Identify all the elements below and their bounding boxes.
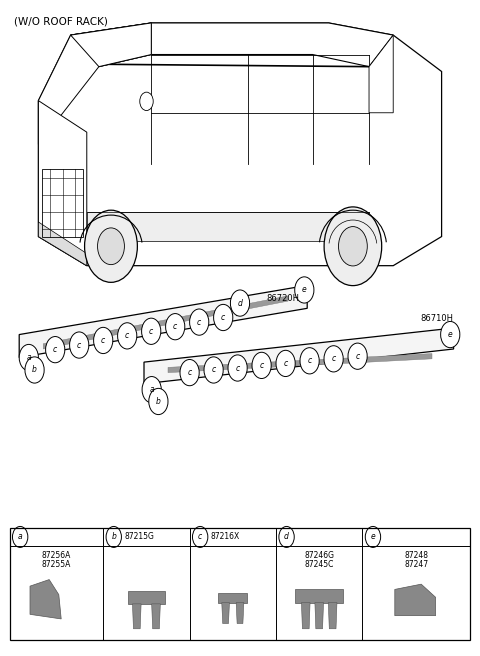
- Polygon shape: [168, 354, 432, 373]
- Polygon shape: [19, 285, 307, 358]
- Text: c: c: [125, 331, 129, 340]
- Circle shape: [190, 309, 209, 335]
- Text: (W/O ROOF RACK): (W/O ROOF RACK): [14, 16, 108, 26]
- Polygon shape: [87, 213, 369, 241]
- Text: c: c: [221, 313, 225, 322]
- Circle shape: [276, 350, 295, 377]
- Polygon shape: [236, 602, 244, 623]
- Circle shape: [324, 346, 343, 372]
- Polygon shape: [218, 593, 247, 602]
- Polygon shape: [328, 602, 337, 628]
- Circle shape: [149, 388, 168, 415]
- Text: 87255A: 87255A: [42, 560, 71, 569]
- Polygon shape: [295, 589, 343, 602]
- Circle shape: [180, 359, 199, 386]
- Circle shape: [70, 332, 89, 358]
- Circle shape: [365, 526, 381, 547]
- Polygon shape: [38, 222, 87, 266]
- Circle shape: [97, 228, 124, 264]
- Text: c: c: [197, 318, 201, 327]
- Circle shape: [279, 526, 294, 547]
- Circle shape: [230, 290, 250, 316]
- Text: c: c: [236, 363, 240, 373]
- Circle shape: [348, 343, 367, 369]
- Circle shape: [204, 357, 223, 383]
- Polygon shape: [315, 602, 324, 628]
- Text: 87248: 87248: [404, 551, 428, 560]
- Circle shape: [118, 323, 137, 349]
- Polygon shape: [71, 23, 393, 67]
- Text: 87245C: 87245C: [304, 560, 334, 569]
- Text: e: e: [448, 330, 453, 339]
- Text: 87216X: 87216X: [211, 533, 240, 541]
- Text: a: a: [18, 533, 23, 541]
- Circle shape: [106, 526, 121, 547]
- Circle shape: [228, 355, 247, 381]
- Circle shape: [324, 207, 382, 285]
- Text: c: c: [77, 340, 81, 350]
- Polygon shape: [144, 328, 454, 384]
- Text: d: d: [284, 533, 289, 541]
- Circle shape: [84, 210, 137, 282]
- Text: e: e: [302, 285, 307, 295]
- Text: a: a: [26, 353, 31, 362]
- Polygon shape: [43, 296, 288, 349]
- Circle shape: [295, 277, 314, 303]
- Text: c: c: [284, 359, 288, 368]
- Text: c: c: [260, 361, 264, 370]
- Circle shape: [12, 526, 28, 547]
- Circle shape: [338, 226, 367, 266]
- Polygon shape: [30, 580, 61, 619]
- Polygon shape: [369, 35, 393, 113]
- Circle shape: [19, 344, 38, 371]
- Circle shape: [166, 314, 185, 340]
- Text: 86710H: 86710H: [420, 314, 453, 323]
- Text: c: c: [356, 352, 360, 361]
- Polygon shape: [301, 602, 310, 628]
- Text: c: c: [53, 345, 57, 354]
- Polygon shape: [38, 23, 151, 144]
- Text: e: e: [371, 533, 375, 541]
- Text: c: c: [149, 327, 153, 336]
- Text: 87247: 87247: [404, 560, 429, 569]
- Text: a: a: [149, 385, 154, 394]
- Text: 86720H: 86720H: [266, 294, 300, 303]
- Polygon shape: [38, 23, 442, 266]
- Circle shape: [300, 348, 319, 374]
- Text: b: b: [156, 397, 161, 406]
- Circle shape: [214, 304, 233, 331]
- Circle shape: [142, 318, 161, 344]
- Circle shape: [94, 327, 113, 354]
- Circle shape: [46, 337, 65, 363]
- Text: 87256A: 87256A: [42, 551, 71, 560]
- Polygon shape: [132, 604, 141, 628]
- Polygon shape: [222, 602, 229, 623]
- Text: c: c: [188, 368, 192, 377]
- Polygon shape: [395, 584, 435, 615]
- Text: c: c: [212, 365, 216, 375]
- Text: b: b: [32, 365, 37, 375]
- Text: 87215G: 87215G: [124, 533, 154, 541]
- Text: c: c: [308, 356, 312, 365]
- Text: c: c: [332, 354, 336, 363]
- Text: d: d: [238, 298, 242, 308]
- Polygon shape: [128, 590, 165, 604]
- Text: 87246G: 87246G: [304, 551, 334, 560]
- Circle shape: [252, 352, 271, 379]
- Circle shape: [142, 377, 161, 403]
- Circle shape: [140, 92, 153, 111]
- Text: c: c: [198, 533, 202, 541]
- Circle shape: [441, 321, 460, 348]
- Text: c: c: [173, 322, 177, 331]
- Circle shape: [192, 526, 208, 547]
- Polygon shape: [152, 604, 160, 628]
- Polygon shape: [38, 100, 87, 266]
- Polygon shape: [71, 23, 151, 67]
- Text: b: b: [111, 533, 116, 541]
- Circle shape: [25, 357, 44, 383]
- Text: c: c: [101, 336, 105, 345]
